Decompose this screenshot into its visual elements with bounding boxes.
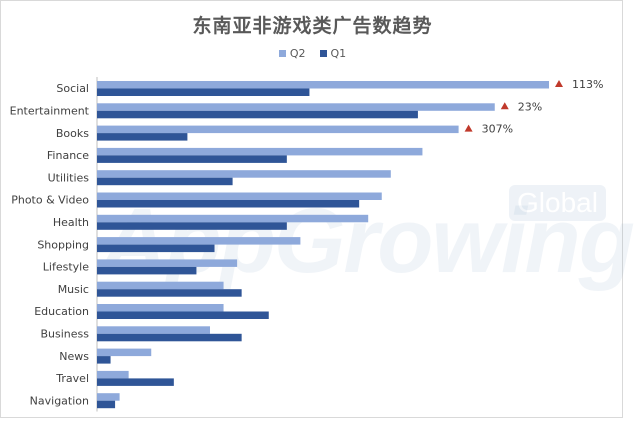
growth-label: 23% [518,100,542,113]
bar-q2 [97,170,391,178]
bar-q2 [97,348,152,357]
category-label: Finance [47,149,89,162]
legend-item-q1: Q1 [319,47,347,60]
bar-q1 [97,244,215,253]
chart-title: 东南亚非游戏类广告数趋势 [192,15,433,37]
growth-up-icon [500,102,509,110]
growth-up-icon [464,124,473,132]
bar-q1 [97,356,111,364]
bar-q1 [97,177,233,186]
category-label: Photo & Video [11,194,89,207]
legend-swatch-q2 [278,50,286,57]
category-label: Lifestyle [43,261,89,274]
bar-q1 [97,222,287,230]
legend: Q2 Q1 [1,47,624,60]
bar-q2 [97,81,549,89]
bar-q1 [97,110,418,119]
bar-q1 [97,311,269,319]
bar-q2 [97,237,301,245]
bar-q2 [97,326,210,334]
bar-q2 [97,393,120,401]
category-label: Business [40,327,89,340]
growth-label: 307% [482,123,513,136]
bar-q2 [97,281,224,290]
legend-item-q2: Q2 [278,47,306,60]
category-label: Navigation [30,394,89,407]
bar-q2 [97,370,129,379]
category-label: Health [53,216,89,229]
bar-q2 [97,214,369,223]
bar-q1 [97,289,242,297]
legend-label-q2: Q2 [289,47,306,60]
bar-q1 [97,88,310,96]
bar-q2 [97,125,459,134]
category-label: Books [56,127,89,140]
growth-label: 113% [572,78,603,91]
category-label: Education [34,305,89,318]
bar-q1 [97,266,197,275]
bar-q2 [97,103,495,111]
bar-q2 [97,147,423,156]
bar-q1 [97,378,174,386]
category-label: Shopping [37,238,89,251]
bar-q1 [97,200,360,208]
category-label: Entertainment [10,104,90,117]
category-label: Travel [55,372,89,385]
bar-q1 [97,333,242,342]
legend-label-q1: Q1 [330,47,347,60]
category-label: Music [58,283,89,296]
bar-q1 [97,133,188,141]
bar-q2 [97,259,238,267]
category-label: News [59,350,89,363]
category-label: Utilities [48,171,90,184]
bar-q1 [97,155,287,163]
bar-q2 [97,192,382,200]
growth-up-icon [555,80,563,87]
category-label: Social [56,82,89,95]
bar-q2 [97,304,224,312]
legend-swatch-q1 [319,50,327,57]
bar-q1 [97,400,116,409]
bar-chart-plot: Social Entertainment Books Finance Utilities… [10,77,603,412]
